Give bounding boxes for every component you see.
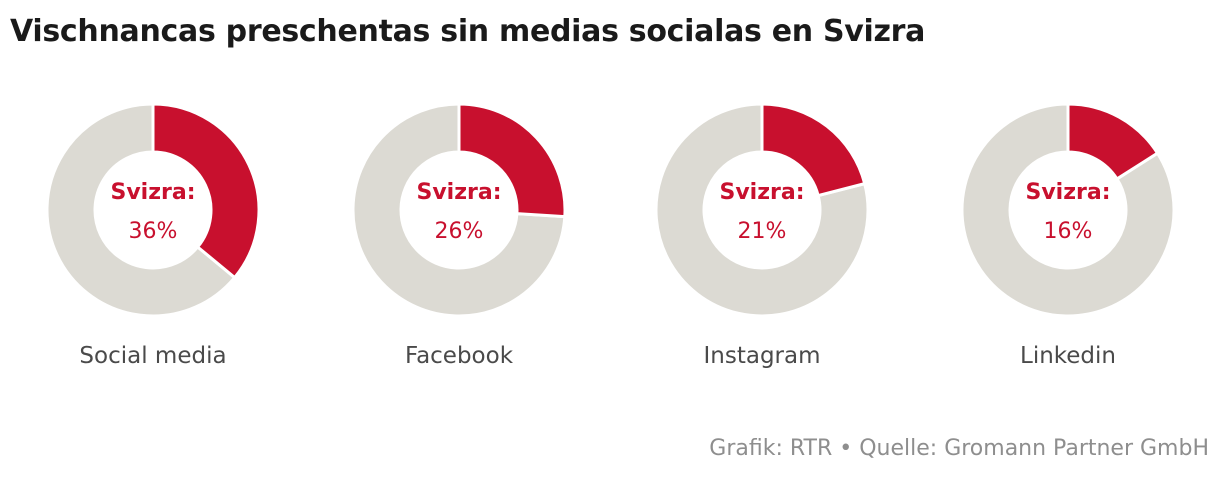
donut-slice-value	[457, 102, 567, 219]
donut-linkedin: Svizra: 16% Linkedin	[960, 102, 1176, 369]
category-label: Linkedin	[1020, 343, 1116, 369]
donut-value-label: 21%	[738, 219, 787, 244]
donut-charts: Svizra: 36% Social media Svizra: 26% Facebook…	[45, 102, 1176, 369]
donut-social-media: Svizra: 36% Social media	[45, 102, 261, 369]
donut-slice-remainder	[45, 102, 237, 318]
donut-center-label: Svizra:	[416, 180, 501, 205]
donut-slice-value	[1066, 102, 1160, 181]
donut-facebook: Svizra: 26% Facebook	[351, 102, 567, 369]
donut-value-label: 36%	[129, 219, 178, 244]
donut-slice-value	[151, 102, 261, 280]
donut-value-label: 26%	[435, 219, 484, 244]
donut-instagram: Svizra: 21% Instagram	[654, 102, 870, 369]
donut-center-label: Svizra:	[110, 180, 195, 205]
source-credit: Grafik: RTR • Quelle: Gromann Partner Gm…	[709, 436, 1209, 461]
donut-center-label: Svizra:	[1025, 180, 1110, 205]
donut-slice-value	[760, 102, 867, 198]
donut-slice-remainder	[351, 102, 567, 318]
category-label: Facebook	[405, 343, 514, 369]
donut-value-label: 16%	[1044, 219, 1093, 244]
category-label: Social media	[79, 343, 226, 369]
category-label: Instagram	[703, 343, 820, 369]
donut-slice-remainder	[654, 102, 870, 318]
chart-title: Vischnancas preschentas sin medias socia…	[10, 14, 926, 49]
donut-slice-remainder	[960, 102, 1176, 318]
donut-center-label: Svizra:	[719, 180, 804, 205]
